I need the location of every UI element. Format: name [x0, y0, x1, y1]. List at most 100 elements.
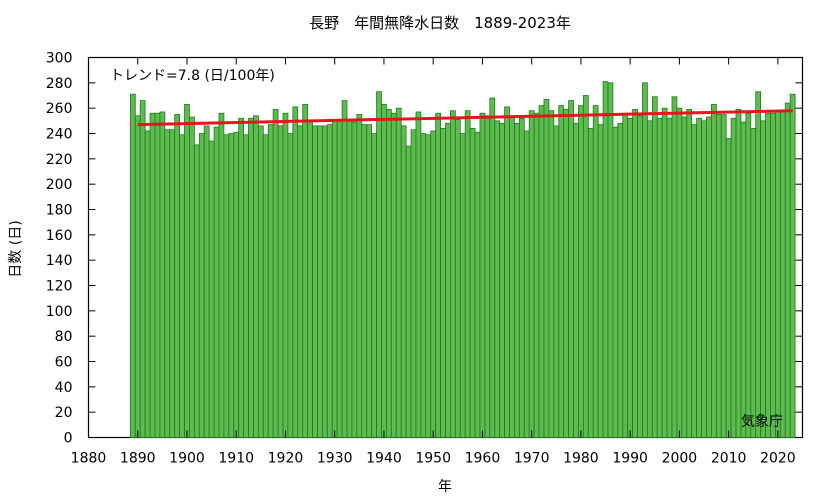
- x-tick-label-1970: 1970: [514, 451, 550, 467]
- bar-1907: [218, 112, 225, 438]
- bar-2009: [720, 114, 727, 438]
- bar-1958: [469, 128, 476, 438]
- x-tick-label-1950: 1950: [415, 451, 451, 467]
- bar-1912: [243, 134, 249, 438]
- bar-2006: [706, 116, 712, 438]
- bar-1924: [302, 103, 309, 438]
- bar-1954: [450, 110, 456, 438]
- bar-1979: [573, 122, 579, 438]
- x-tick-label-2020: 2020: [760, 451, 796, 467]
- bar-1930: [331, 120, 338, 438]
- bar-1928: [321, 125, 328, 438]
- bar-1981: [582, 95, 589, 438]
- bar-1987: [612, 126, 619, 438]
- source-label: 気象庁: [741, 414, 783, 430]
- bar-1950: [430, 130, 437, 438]
- bar-2007: [711, 103, 717, 438]
- y-axis-label: 日数 (日): [8, 220, 24, 277]
- bar-1949: [425, 134, 432, 438]
- bar-1968: [518, 117, 525, 438]
- bar-1971: [533, 112, 540, 438]
- bar-1976: [558, 105, 565, 438]
- bar-1965: [504, 106, 510, 438]
- y-tick-label-260: 260: [46, 101, 73, 117]
- bar-1943: [395, 107, 402, 438]
- bar-1956: [459, 133, 466, 438]
- bar-2018: [765, 112, 771, 438]
- bar-1957: [464, 110, 471, 438]
- bar-1905: [208, 140, 215, 438]
- x-tick-label-1990: 1990: [612, 451, 648, 467]
- y-tick-label-40: 40: [55, 380, 73, 396]
- bar-1935: [356, 114, 363, 438]
- y-tick-label-240: 240: [46, 127, 73, 143]
- bar-2013: [740, 121, 747, 438]
- y-axis: 0 20 40 60 80 100 120 140 160 180 200 220 240 260 280 3…: [46, 51, 803, 447]
- bar-1906: [213, 126, 220, 438]
- bar-1895: [159, 111, 166, 438]
- bar-1915: [257, 125, 264, 438]
- bar-1939: [376, 91, 382, 438]
- trend-label: トレンド=7.8 (日/100年): [110, 68, 275, 84]
- bar-2020: [775, 110, 781, 438]
- bar-1967: [514, 122, 520, 438]
- bar-2017: [760, 120, 766, 438]
- bar-1985: [602, 81, 609, 438]
- y-tick-label-220: 220: [46, 152, 73, 168]
- bar-2023: [789, 93, 796, 438]
- bar-1977: [563, 109, 569, 438]
- trend-line: [137, 109, 793, 127]
- bar-1922: [292, 106, 299, 438]
- bar-1982: [587, 128, 594, 438]
- bar-1963: [494, 120, 501, 438]
- bar-1989: [622, 112, 629, 438]
- bar-1894: [154, 112, 161, 438]
- bar-2021: [779, 110, 786, 438]
- bar-group: [129, 81, 796, 438]
- bar-1945: [405, 145, 412, 438]
- bar-1961: [484, 115, 491, 438]
- bar-1901: [189, 116, 195, 438]
- bar-1913: [248, 117, 254, 438]
- bar-1984: [597, 124, 604, 438]
- bar-1948: [420, 133, 427, 438]
- bar-1920: [282, 112, 289, 438]
- x-tick-label-1900: 1900: [169, 451, 205, 467]
- bar-1923: [297, 125, 304, 438]
- bar-1944: [400, 125, 407, 438]
- bar-1992: [637, 115, 643, 438]
- y-tick-label-280: 280: [46, 76, 73, 92]
- bar-1951: [435, 112, 441, 438]
- y-tick-label-100: 100: [46, 304, 73, 320]
- x-tick-label-1920: 1920: [268, 451, 304, 467]
- chart-title: 長野 年間無降水日数 1889-2023年: [309, 14, 571, 32]
- bar-1980: [578, 105, 584, 438]
- bar-1986: [607, 82, 614, 438]
- bar-1916: [262, 134, 269, 438]
- y-tick-label-20: 20: [55, 405, 73, 421]
- bar-1959: [474, 131, 481, 438]
- y-tick-label-200: 200: [46, 177, 73, 193]
- bar-1932: [341, 100, 348, 438]
- bar-1927: [317, 125, 323, 438]
- bar-1918: [272, 109, 279, 438]
- y-tick-label-180: 180: [46, 203, 73, 219]
- bar-1938: [371, 133, 377, 438]
- bar-1955: [454, 119, 461, 438]
- bar-1931: [336, 120, 343, 438]
- bar-1900: [184, 103, 190, 438]
- bar-1909: [228, 133, 235, 438]
- bar-1902: [193, 144, 200, 438]
- bar-1926: [312, 125, 318, 438]
- x-tick-label-1940: 1940: [366, 451, 402, 467]
- bar-1996: [656, 117, 663, 438]
- bar-1962: [489, 97, 496, 438]
- bar-2011: [730, 117, 737, 438]
- x-tick-label-1930: 1930: [317, 451, 353, 467]
- bar-1898: [174, 114, 180, 438]
- bar-1899: [179, 134, 185, 438]
- bar-1937: [366, 124, 373, 438]
- bar-2002: [686, 109, 693, 438]
- bar-1908: [223, 134, 230, 438]
